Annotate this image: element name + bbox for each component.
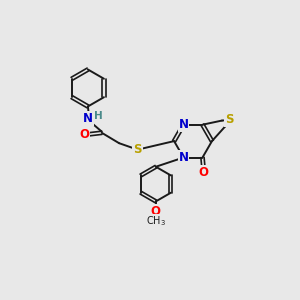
Text: N: N	[83, 112, 93, 125]
Text: N: N	[178, 151, 188, 164]
Text: CH$_3$: CH$_3$	[146, 214, 166, 228]
Text: S: S	[133, 143, 142, 156]
Text: H: H	[94, 111, 103, 121]
Text: O: O	[199, 166, 208, 179]
Text: O: O	[79, 128, 89, 141]
Text: O: O	[151, 205, 161, 218]
Text: N: N	[178, 118, 188, 131]
Text: S: S	[225, 113, 234, 127]
